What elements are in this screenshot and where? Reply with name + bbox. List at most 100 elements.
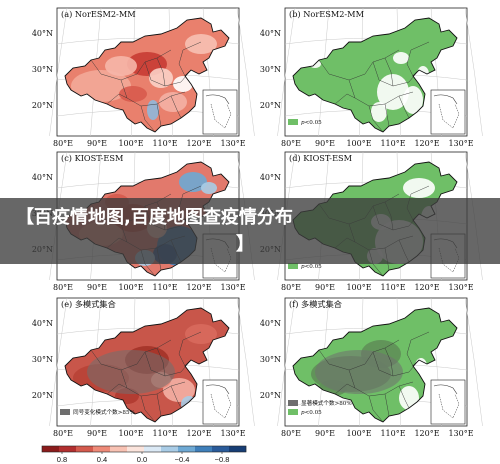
south-china-sea-inset xyxy=(430,89,466,135)
province-border xyxy=(384,347,394,377)
axis-labels: 40°N 30°N 20°N 80°E 90°E 100°E 110°E 120°E 130°E xyxy=(260,319,474,438)
south-china-sea-inset xyxy=(202,379,238,425)
longitude-label: 110°E xyxy=(152,139,177,148)
legend-item: 显著模式个数>80% xyxy=(288,399,352,407)
legend-label: p<0.05 xyxy=(301,120,322,126)
longitude-label: 120°E xyxy=(186,429,211,438)
longitude-label: 130°E xyxy=(448,139,473,148)
axis-labels: 40°N 30°N 20°N 80°E 90°E 100°E 110°E 120°E 130°E xyxy=(260,29,474,148)
axis-labels: 40°N 30°N 20°N 80°E 90°E 100°E 110°E 120°E 130°E xyxy=(32,319,246,438)
panel-title: (d) KIOST-ESM xyxy=(289,153,352,163)
province-border xyxy=(120,369,186,397)
colorbar-segment xyxy=(161,446,179,452)
longitude-label: 90°E xyxy=(87,283,107,292)
longitude-label: 110°E xyxy=(380,429,405,438)
longitude-label: 120°E xyxy=(414,283,439,292)
longitude-label: 90°E xyxy=(315,283,335,292)
colorbar-segment xyxy=(195,446,213,452)
province-border xyxy=(156,103,162,127)
legend-swatch xyxy=(288,400,298,406)
legend-swatch xyxy=(288,263,298,269)
province-border xyxy=(334,93,356,105)
province-border xyxy=(368,105,384,133)
longitude-label: 130°E xyxy=(220,283,245,292)
longitude-label: 90°E xyxy=(315,139,335,148)
longitude-label: 110°E xyxy=(380,139,405,148)
colorbar-segment xyxy=(144,446,162,452)
colorbar-segment xyxy=(229,446,247,452)
latitude-label: 20°N xyxy=(32,101,53,110)
province-border xyxy=(140,105,156,133)
china-map xyxy=(292,17,458,133)
longitude-label: 100°E xyxy=(346,283,371,292)
province-border xyxy=(178,41,202,77)
longitude-label: 80°E xyxy=(281,283,301,292)
colorbar-segment xyxy=(178,446,196,452)
province-border xyxy=(398,385,410,409)
longitude-label: 90°E xyxy=(315,429,335,438)
province-border xyxy=(368,395,384,423)
colorbar-segment xyxy=(110,446,128,452)
legend-label: p<0.05 xyxy=(301,264,322,270)
longitude-label: 100°E xyxy=(346,139,371,148)
province-border xyxy=(106,93,128,105)
national-border xyxy=(292,17,458,133)
longitude-label: 80°E xyxy=(281,139,301,148)
colorbar-segment xyxy=(76,446,94,452)
colorbar-segment xyxy=(127,446,145,452)
legend-swatch xyxy=(288,409,298,415)
latitude-label: 40°N xyxy=(32,319,53,328)
latitude-label: 30°N xyxy=(32,65,53,74)
longitude-label: 120°E xyxy=(414,429,439,438)
longitude-label: 100°E xyxy=(118,429,143,438)
latitude-label: 30°N xyxy=(260,65,281,74)
banner-line-1: 【百疫情地图,百度地图查疫情分布 xyxy=(16,206,293,228)
longitude-label: 100°E xyxy=(118,283,143,292)
latitude-label: 30°N xyxy=(260,355,281,364)
china-map xyxy=(64,17,230,133)
south-china-sea-inset xyxy=(202,89,238,135)
latitude-label: 30°N xyxy=(32,355,53,364)
national-border xyxy=(64,307,230,423)
province-border xyxy=(384,103,390,127)
legend-label: p<0.05 xyxy=(301,410,322,416)
province-border xyxy=(140,395,156,423)
longitude-label: 110°E xyxy=(380,283,405,292)
overlay-banner: 【百疫情地图,百度地图查疫情分布 】 xyxy=(0,198,500,264)
legend-swatch xyxy=(60,409,70,415)
panel-title: (b) NorESM2-MM xyxy=(289,9,364,19)
longitude-label: 80°E xyxy=(53,429,73,438)
colorbar-tick-label: −0.4 xyxy=(175,455,190,464)
latitude-label: 20°N xyxy=(260,101,281,110)
longitude-label: 80°E xyxy=(281,429,301,438)
longitude-label: 100°E xyxy=(346,429,371,438)
latitude-label: 40°N xyxy=(260,173,281,182)
panel-title: (f) 多模式集合 xyxy=(289,299,342,309)
south-china-sea-inset xyxy=(430,379,466,425)
longitude-label: 130°E xyxy=(220,139,245,148)
longitude-label: 120°E xyxy=(414,139,439,148)
china-map xyxy=(64,307,230,423)
longitude-label: 80°E xyxy=(53,283,73,292)
axis-labels: 40°N 30°N 20°N 80°E 90°E 100°E 110°E 120°E 130°E xyxy=(32,29,246,148)
province-border xyxy=(348,369,414,397)
province-border xyxy=(398,95,410,119)
latitude-label: 40°N xyxy=(260,29,281,38)
legend-item: p<0.05 xyxy=(288,409,322,416)
panel-title: (a) NorESM2-MM xyxy=(61,9,136,19)
province-border xyxy=(178,331,202,367)
legend-item: 同号变化模式个数>85% xyxy=(60,408,135,416)
legend-label: 同号变化模式个数>85% xyxy=(73,408,135,416)
province-border xyxy=(120,79,186,107)
legend-item: p<0.05 xyxy=(288,119,322,126)
province-border xyxy=(334,383,356,395)
legend-swatch xyxy=(288,119,298,125)
province-border xyxy=(384,57,394,87)
province-border xyxy=(156,57,166,87)
longitude-label: 110°E xyxy=(152,429,177,438)
longitude-label: 110°E xyxy=(152,283,177,292)
longitude-label: 130°E xyxy=(220,429,245,438)
map-panel-a: (a) NorESM2-MM 40°N 30°N 20°N 80°E 90°E 100°E 1… xyxy=(32,7,255,148)
